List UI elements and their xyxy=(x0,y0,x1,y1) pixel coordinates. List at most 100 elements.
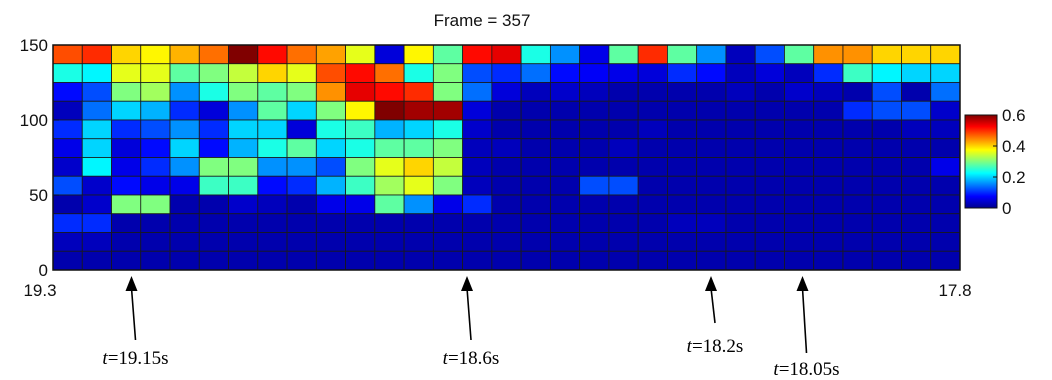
heatmap-cell xyxy=(784,82,815,102)
heatmap-cell xyxy=(198,119,229,140)
heatmap-cell xyxy=(345,100,376,121)
heatmap-cell xyxy=(813,175,844,196)
heatmap-cell xyxy=(462,82,493,102)
heatmap-cell xyxy=(930,119,961,140)
heatmap-cell xyxy=(140,82,171,102)
heatmap-cell xyxy=(608,175,639,196)
heatmap-cell xyxy=(52,250,83,271)
heatmap-cell xyxy=(754,82,785,102)
heatmap-cell xyxy=(901,82,932,102)
heatmap-cell xyxy=(228,232,259,252)
heatmap-cell xyxy=(842,119,873,140)
chart-title: Frame = 357 xyxy=(434,11,531,30)
heatmap-cell xyxy=(491,232,522,252)
heatmap-cell xyxy=(579,63,610,83)
heatmap-cell xyxy=(432,213,464,233)
heatmap-cell xyxy=(520,213,551,233)
heatmap-cell xyxy=(228,175,259,196)
x-tick-label-left: 19.3 xyxy=(23,281,56,300)
heatmap-cell xyxy=(754,119,785,140)
heatmap-cell xyxy=(140,44,171,65)
heatmap-cell xyxy=(81,157,112,177)
heatmap-cell xyxy=(432,44,464,65)
heatmap-cell xyxy=(842,213,873,233)
heatmap-cell xyxy=(257,44,288,65)
heatmap-cell xyxy=(901,63,932,83)
heatmap-cell xyxy=(286,44,317,65)
heatmap-cell xyxy=(842,63,873,83)
heatmap-cell xyxy=(345,119,376,140)
heatmap-cell xyxy=(667,82,698,102)
heatmap-cell xyxy=(871,232,902,252)
heatmap-cell xyxy=(81,44,112,65)
heatmap-cell xyxy=(754,213,785,233)
heatmap-cell xyxy=(198,44,229,65)
heatmap-cell xyxy=(725,232,756,252)
heatmap-cell xyxy=(198,82,229,102)
heatmap-cell xyxy=(871,138,902,158)
plot-frame xyxy=(52,44,961,271)
heatmap-cell xyxy=(520,63,551,83)
heatmap-cell xyxy=(374,138,405,158)
heatmap-cell xyxy=(784,232,815,252)
heatmap-cell xyxy=(754,194,785,215)
heatmap-cell xyxy=(667,138,698,158)
heatmap-cell xyxy=(725,157,756,177)
heatmap-cell xyxy=(374,157,405,177)
heatmap-cell xyxy=(374,175,405,196)
heatmap-cell xyxy=(696,82,727,102)
heatmap-cell xyxy=(871,119,902,140)
heatmap-cell xyxy=(374,63,405,83)
heatmap-cell xyxy=(52,100,83,121)
heatmap-cell xyxy=(784,63,815,83)
heatmap-cell xyxy=(198,194,229,215)
heatmap-cell xyxy=(315,175,346,196)
time-annotations: t=19.15s t=18.6s t=18.2s t=18.05s xyxy=(102,276,840,380)
heatmap-cell xyxy=(462,157,493,177)
heatmap-cell xyxy=(169,44,200,65)
heatmap-cell xyxy=(637,175,668,196)
heatmap-cell xyxy=(754,157,785,177)
heatmap-cell xyxy=(520,44,551,65)
heatmap-cell xyxy=(111,44,142,65)
heatmap-cell xyxy=(286,194,317,215)
heatmap-cell xyxy=(901,213,932,233)
heatmap-cell xyxy=(169,82,200,102)
heatmap-cell xyxy=(520,232,551,252)
heatmap-cell xyxy=(432,100,464,121)
heatmap-cell xyxy=(725,213,756,233)
heatmap-cell xyxy=(579,82,610,102)
y-axis: 0 50 100 150 xyxy=(20,36,59,280)
heatmap-cell xyxy=(813,232,844,252)
heatmap-cell xyxy=(286,232,317,252)
heatmap-cell xyxy=(754,232,785,252)
heatmap-cell xyxy=(637,213,668,233)
heatmap-cell xyxy=(549,100,581,121)
heatmap-cell xyxy=(520,250,551,271)
heatmap-cell xyxy=(549,232,581,252)
heatmap-cell xyxy=(696,250,727,271)
heatmap-cell xyxy=(667,157,698,177)
heatmap-cell xyxy=(667,232,698,252)
heatmap-cell xyxy=(432,157,464,177)
heatmap-cell xyxy=(198,213,229,233)
heatmap-cell xyxy=(257,82,288,102)
heatmap-cell xyxy=(696,157,727,177)
heatmap-cell xyxy=(462,175,493,196)
heatmap-cell xyxy=(228,157,259,177)
heatmap-cell xyxy=(520,138,551,158)
heatmap-cell xyxy=(432,63,464,83)
heatmap-cell xyxy=(784,138,815,158)
heatmap-cell xyxy=(198,100,229,121)
heatmap-cell xyxy=(549,213,581,233)
heatmap-cell xyxy=(432,119,464,140)
heatmap-cell xyxy=(52,157,83,177)
heatmap-cell xyxy=(462,100,493,121)
heatmap-cell xyxy=(169,63,200,83)
heatmap-cell xyxy=(169,100,200,121)
heatmap-cell xyxy=(549,82,581,102)
heatmap-cell xyxy=(52,175,83,196)
heatmap-cell xyxy=(491,119,522,140)
heatmap-cell xyxy=(198,138,229,158)
heatmap-cell xyxy=(784,119,815,140)
